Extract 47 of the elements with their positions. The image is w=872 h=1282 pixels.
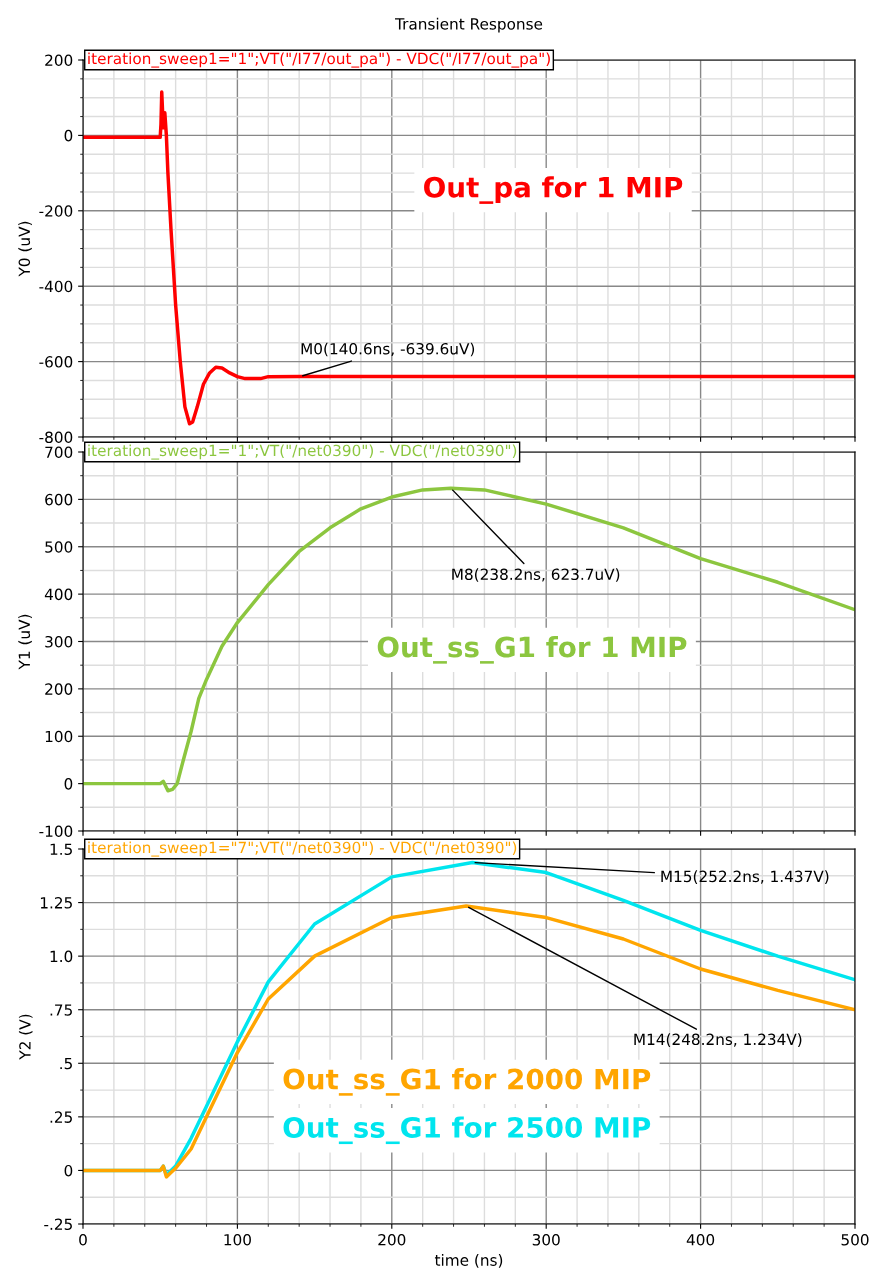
y-tick-label: 1.25 bbox=[40, 897, 72, 909]
series-label: Out_ss_G1 for 2000 MIP bbox=[283, 1068, 651, 1096]
y-tick-label: 400 bbox=[44, 588, 73, 601]
y-axis-title: Y1 (uV) bbox=[18, 614, 32, 670]
line-series bbox=[83, 486, 855, 793]
y-tick-label: -200 bbox=[39, 205, 73, 217]
x-tick-label: 100 bbox=[224, 1233, 251, 1246]
y-tick-label: -600 bbox=[39, 356, 73, 368]
x-tick-label: 400 bbox=[686, 1233, 715, 1246]
y-tick-label: 200 bbox=[45, 683, 73, 695]
y-axis-title: Y2 (V) bbox=[18, 1014, 33, 1060]
annotation: M0(140.6ns, -639.6uV) bbox=[301, 342, 475, 357]
text: Out_ss_G1 for 2500 MIP bbox=[283, 1116, 651, 1145]
x-tick-label: 200 bbox=[378, 1233, 406, 1246]
annotation: M15(252.2ns, 1.437V) bbox=[661, 870, 829, 884]
annotation: M14(248.2ns, 1.234V) bbox=[634, 1033, 802, 1047]
x-tick-label: 300 bbox=[532, 1233, 560, 1246]
y-tick-label: 200 bbox=[45, 54, 73, 67]
y-tick-label: .25 bbox=[50, 1111, 72, 1123]
chart-subtitle: iteration_sweep1="1";VT("/net0390") - VDC("/net0390") bbox=[88, 444, 517, 460]
y-tick-label: -400 bbox=[39, 280, 73, 293]
y-tick-label: -.25 bbox=[44, 1218, 72, 1231]
x-tick-label: 500 bbox=[841, 1233, 869, 1246]
y-tick-label: 1.0 bbox=[50, 950, 73, 963]
y-tick-label: .75 bbox=[50, 1004, 72, 1016]
y-tick-label: 0 bbox=[64, 778, 73, 790]
y-tick-label: 0 bbox=[64, 129, 73, 142]
y-tick-label: 700 bbox=[45, 446, 73, 459]
y-tick-label: .5 bbox=[60, 1057, 72, 1070]
y-tick-label: 300 bbox=[45, 635, 73, 648]
chart-subtitle: iteration_sweep1="1";VT("/I77/out_pa") - VDC("/I77/out_pa") bbox=[88, 52, 550, 68]
y-tick-label: 0 bbox=[64, 1164, 73, 1177]
y-tick-label: 100 bbox=[45, 730, 73, 743]
y-tick-label: -100 bbox=[39, 825, 73, 838]
x-tick-label: 0 bbox=[79, 1233, 87, 1246]
text: Out_ss_G1 for 1 MIP bbox=[377, 636, 687, 664]
line-series bbox=[83, 90, 855, 426]
x-axis-title: time (ns) bbox=[434, 1254, 503, 1268]
y-tick-label: 1.5 bbox=[50, 843, 72, 856]
y-tick-label: 600 bbox=[45, 493, 73, 506]
y-tick-label: -800 bbox=[39, 431, 73, 444]
chart-title: Transient Response bbox=[395, 17, 543, 33]
annotation: M8(238.2ns, 623.7uV) bbox=[452, 568, 620, 582]
y-axis-title: Y0 (uV) bbox=[18, 221, 32, 277]
y-tick-label: 500 bbox=[45, 541, 73, 553]
text: Out_pa for 1 MIP bbox=[424, 176, 683, 204]
chart-subtitle: iteration_sweep1="7";VT("/net0390") - VDC("/net0390") bbox=[88, 841, 517, 857]
